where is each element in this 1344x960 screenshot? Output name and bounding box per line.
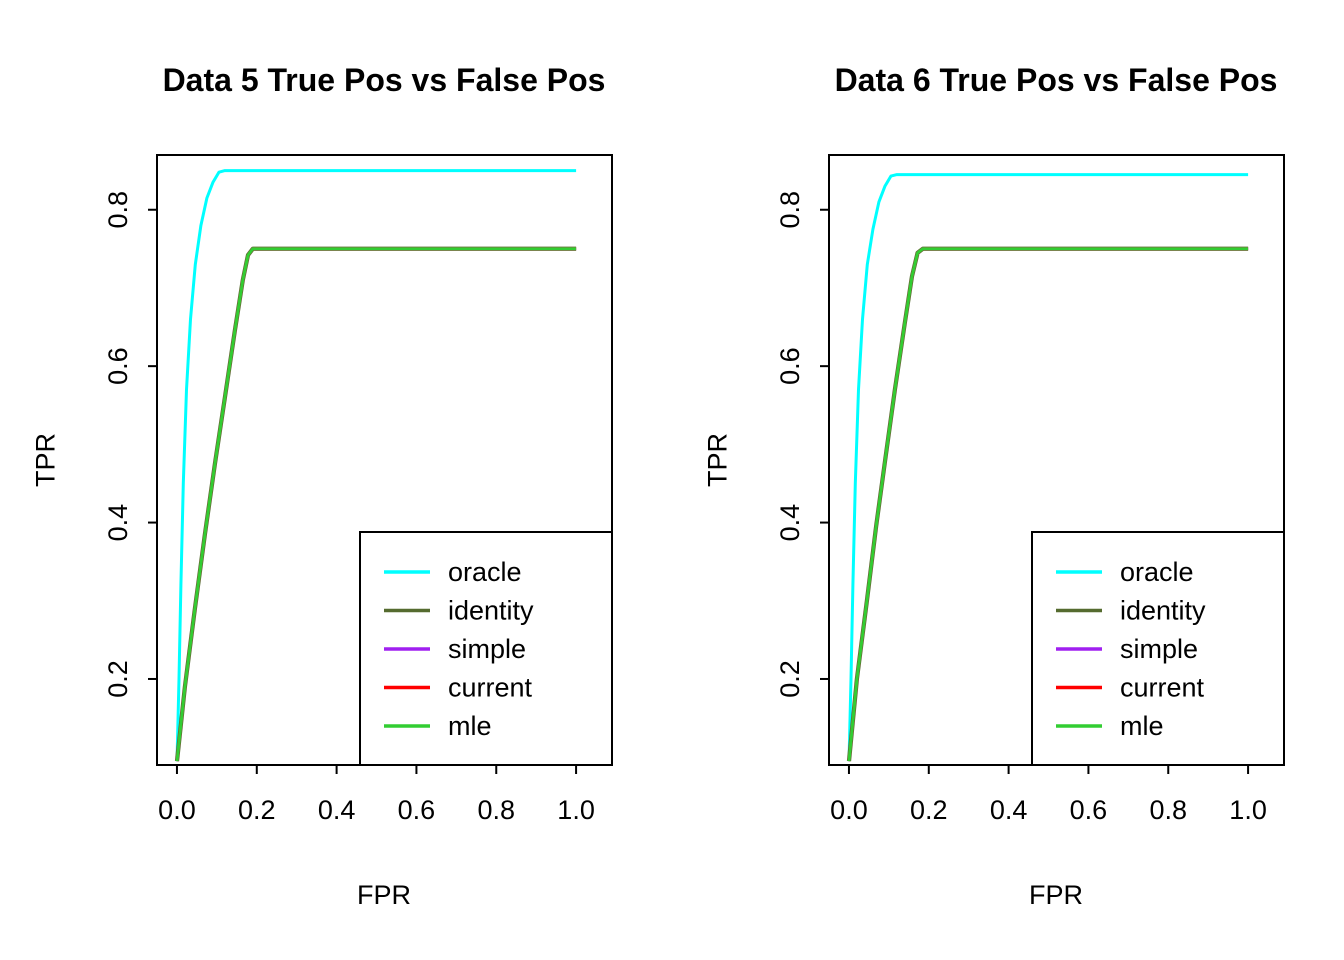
legend-label-oracle: oracle xyxy=(1120,557,1194,587)
series-line-oracle xyxy=(847,173,1249,762)
legend-label-current: current xyxy=(1120,673,1205,703)
x-tick-label: 0.8 xyxy=(1149,795,1187,825)
roc-plot-data5: 0.0 0.2 0.4 0.6 0.8 1.0 0.2 0.4 0.6 0.8 oracle iden… xyxy=(103,154,613,825)
legend-label-oracle: oracle xyxy=(448,557,522,587)
y-axis-title: TPR xyxy=(30,433,61,487)
x-tick-label: 0.0 xyxy=(158,795,196,825)
x-tick-label: 0.0 xyxy=(830,795,868,825)
x-tick-label: 0.4 xyxy=(318,795,356,825)
x-tick-label: 1.0 xyxy=(557,795,595,825)
x-tick-label: 0.8 xyxy=(477,795,515,825)
x-axis-title: FPR xyxy=(357,880,411,910)
y-tick-label: 0.8 xyxy=(103,191,133,229)
y-tick-label: 0.2 xyxy=(775,660,805,698)
legend-label-identity: identity xyxy=(1120,596,1206,626)
y-tick-label: 0.6 xyxy=(775,347,805,385)
legend-label-simple: simple xyxy=(448,634,526,664)
x-tick-label: 0.6 xyxy=(398,795,436,825)
roc-plot-data6: 0.0 0.2 0.4 0.6 0.8 1.0 0.2 0.4 0.6 0.8 oracle iden… xyxy=(775,154,1285,825)
y-tick-label: 0.4 xyxy=(775,504,805,542)
roc-panel-data6: Data 6 True Pos vs False Pos 0.0 0.2 0.4 0.… xyxy=(672,0,1344,960)
legend-label-mle: mle xyxy=(1120,711,1164,741)
series-line-mle xyxy=(847,247,1249,762)
series-line-oracle xyxy=(175,169,577,762)
y-tick-label: 0.8 xyxy=(775,191,805,229)
legend-label-current: current xyxy=(448,673,533,703)
x-tick-label: 0.2 xyxy=(238,795,276,825)
x-tick-label: 0.6 xyxy=(1070,795,1108,825)
x-axis-title: FPR xyxy=(1029,880,1083,910)
chart-title-data6: Data 6 True Pos vs False Pos xyxy=(834,62,1278,98)
legend-label-simple: simple xyxy=(1120,634,1198,664)
y-axis-title: TPR xyxy=(702,433,733,487)
x-tick-label: 0.4 xyxy=(990,795,1028,825)
legend-label-identity: identity xyxy=(448,596,534,626)
x-tick-label: 1.0 xyxy=(1229,795,1267,825)
roc-panel-data5: Data 5 True Pos vs False Pos 0.0 0.2 0.4 0.… xyxy=(30,62,613,910)
series-line-mle xyxy=(175,247,577,762)
y-tick-label: 0.6 xyxy=(103,347,133,385)
chart-title-data5: Data 5 True Pos vs False Pos xyxy=(162,62,606,98)
x-tick-label: 0.2 xyxy=(910,795,948,825)
legend-label-mle: mle xyxy=(448,711,492,741)
y-tick-label: 0.4 xyxy=(103,504,133,542)
y-tick-label: 0.2 xyxy=(103,660,133,698)
